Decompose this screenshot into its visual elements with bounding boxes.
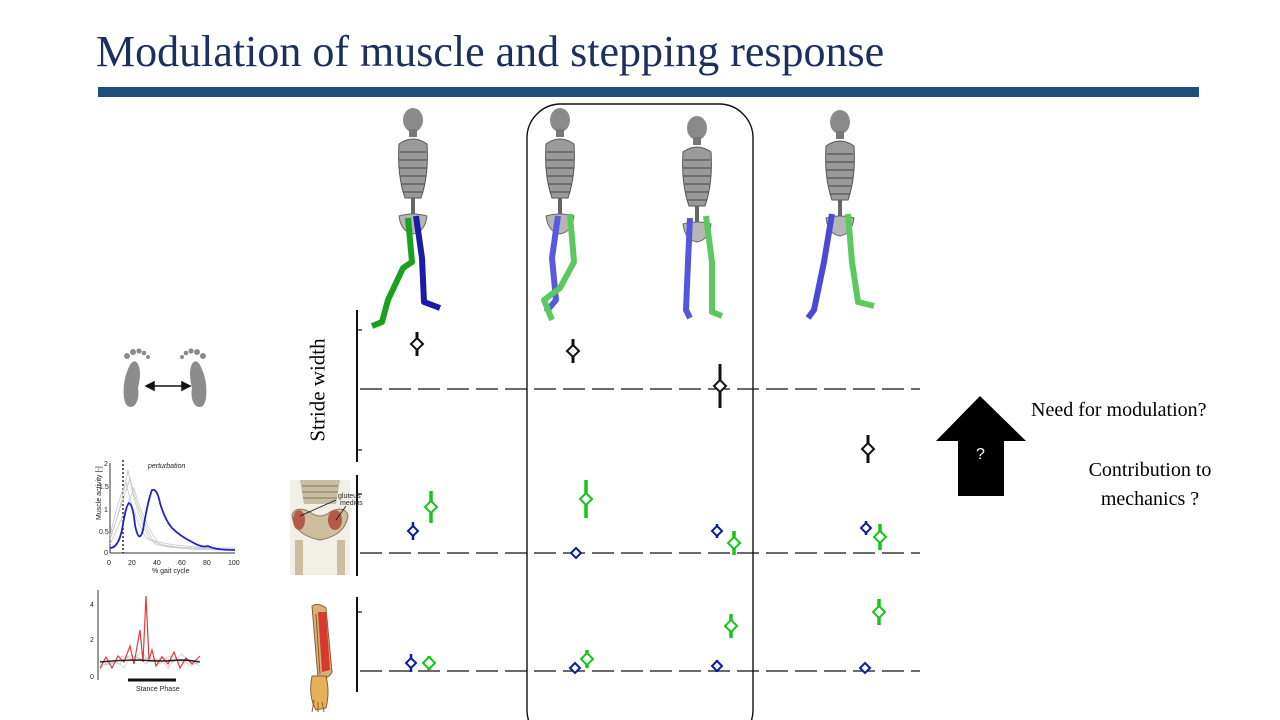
- emg-xtick: 60: [178, 560, 186, 567]
- emg-ytick: 0.5: [99, 529, 109, 536]
- data-marker: [872, 524, 888, 550]
- title-underline: [98, 87, 1199, 97]
- data-marker: [568, 661, 582, 675]
- emg-ytick: 1: [104, 507, 108, 514]
- data-marker: [712, 364, 728, 408]
- stance-ytick: 0: [90, 674, 94, 681]
- data-marker: [858, 661, 872, 675]
- feet-icon: [123, 348, 207, 407]
- stance-label: Stance Phase: [136, 686, 180, 693]
- width-arrow-icon: [144, 380, 192, 392]
- question-modulation: Need for modulation?: [1031, 399, 1207, 421]
- highlight-box: [526, 103, 754, 720]
- data-marker: [710, 524, 724, 538]
- gluteus-label: medius: [340, 500, 363, 507]
- data-marker: [404, 654, 418, 672]
- emg-inset-chart: perturbation Muscle activity [-] % gait …: [96, 460, 240, 575]
- emg-ylabel: Muscle activity [-]: [96, 466, 103, 520]
- data-marker: [723, 614, 739, 638]
- stance-ytick: 2: [90, 637, 94, 644]
- data-marker: [565, 339, 581, 363]
- data-marker: [578, 480, 594, 518]
- emg-ytick: 0: [104, 550, 108, 557]
- data-marker: [871, 599, 887, 625]
- data-marker: [710, 659, 724, 673]
- pelvis-anatomy-illustration: gluteus medius: [290, 480, 363, 575]
- data-marker: [421, 655, 437, 671]
- data-marker: [579, 650, 595, 668]
- emg-title: perturbation: [147, 463, 185, 470]
- skeleton-figure-4: [805, 109, 875, 320]
- data-markers: [404, 332, 888, 675]
- emg-xlabel: % gait cycle: [152, 568, 189, 575]
- emg-xtick: 80: [203, 560, 211, 567]
- axis-ticks: [357, 329, 362, 613]
- skeleton-figure-1: [370, 107, 442, 329]
- data-marker: [409, 332, 425, 356]
- up-arrow-icon: [936, 396, 1026, 496]
- emg-ytick: 1.5: [99, 484, 109, 491]
- emg-xtick: 20: [128, 560, 136, 567]
- stance-ytick: 4: [90, 602, 94, 609]
- arrow-question-mark: ?: [976, 446, 985, 463]
- emg-xtick: 40: [153, 560, 161, 567]
- stance-inset-chart: Stance Phase 0 2 4: [90, 590, 201, 693]
- y-axis-label: Stride width: [305, 338, 330, 442]
- data-marker: [859, 521, 873, 535]
- skeleton-figure-3: [681, 115, 724, 320]
- slide-title: Modulation of muscle and stepping respon…: [96, 27, 885, 76]
- skeleton-figure-2: [541, 107, 577, 322]
- leg-anatomy-illustration: [310, 603, 333, 713]
- question-contribution: Contribution to mechanics ?: [1088, 459, 1212, 510]
- data-marker: [726, 531, 742, 555]
- dashed-baselines: [360, 388, 920, 672]
- gluteus-label: gluteus: [338, 493, 361, 500]
- data-marker: [569, 546, 583, 560]
- emg-ytick: 2: [104, 461, 108, 468]
- emg-xtick: 100: [228, 560, 240, 567]
- data-marker: [406, 522, 420, 540]
- data-marker: [860, 435, 876, 463]
- data-marker: [423, 491, 439, 523]
- emg-xtick: 0: [107, 560, 111, 567]
